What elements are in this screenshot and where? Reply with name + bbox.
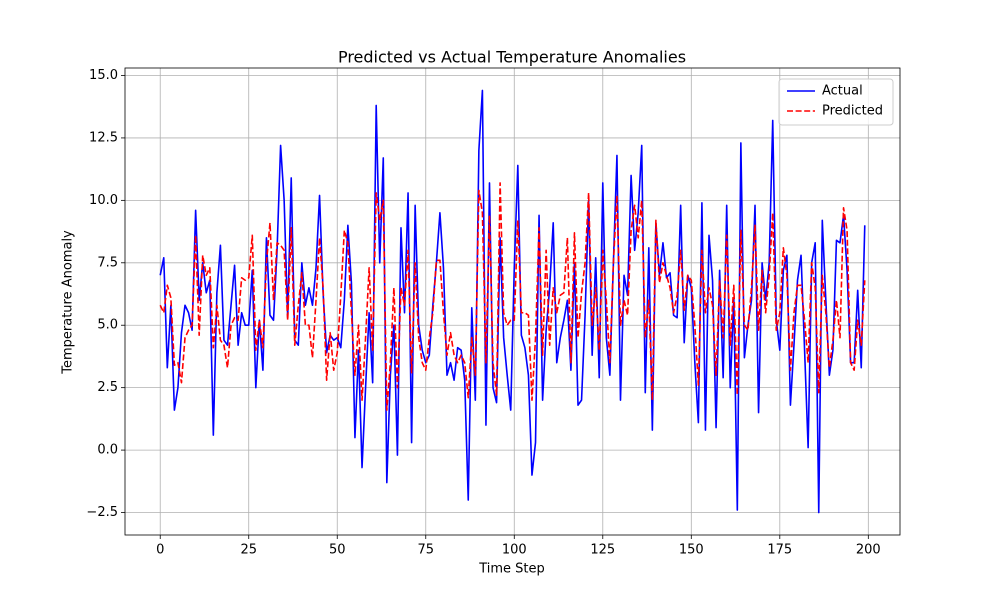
y-tick-label: 5.0 <box>97 318 118 333</box>
chart-title: Predicted vs Actual Temperature Anomalie… <box>338 48 686 67</box>
x-tick-label: 150 <box>679 543 704 558</box>
y-tick-label: 0.0 <box>97 443 118 458</box>
y-tick-label: 2.5 <box>97 380 118 395</box>
y-tick-label: 15.0 <box>89 68 118 83</box>
x-tick-label: 0 <box>156 543 164 558</box>
y-tick-label: 12.5 <box>89 130 118 145</box>
y-tick-label: −2.5 <box>86 505 118 520</box>
legend-label: Predicted <box>822 104 883 119</box>
x-tick-label: 50 <box>329 543 346 558</box>
y-tick-label: 10.0 <box>89 193 118 208</box>
x-tick-label: 175 <box>767 543 792 558</box>
x-tick-label: 75 <box>417 543 434 558</box>
x-tick-label: 100 <box>502 543 527 558</box>
y-axis-label: Temperature Anomaly <box>61 230 76 375</box>
plot-frame <box>124 67 901 536</box>
line-series <box>159 182 866 411</box>
x-tick-label: 125 <box>590 543 615 558</box>
x-tick-label: 25 <box>240 543 257 558</box>
legend-label: Actual <box>822 84 863 99</box>
line-series <box>159 89 866 514</box>
y-tick-label: 7.5 <box>97 255 118 270</box>
x-axis-label: Time Step <box>478 562 545 577</box>
x-tick-label: 200 <box>856 543 881 558</box>
